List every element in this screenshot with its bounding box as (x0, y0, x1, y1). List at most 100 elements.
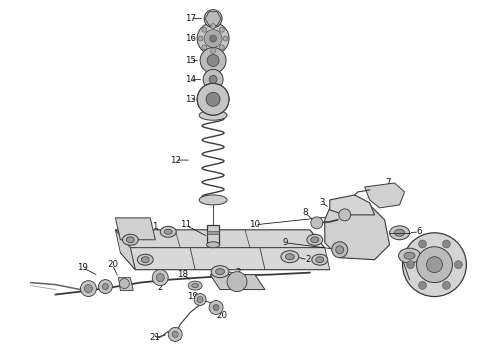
Circle shape (172, 332, 178, 337)
Ellipse shape (188, 281, 202, 290)
Circle shape (197, 84, 229, 115)
Circle shape (168, 328, 182, 341)
Bar (207, 225, 219, 245)
Circle shape (194, 293, 206, 306)
Circle shape (84, 285, 93, 293)
Ellipse shape (394, 229, 405, 236)
Ellipse shape (211, 266, 229, 278)
Circle shape (204, 10, 222, 28)
Ellipse shape (192, 284, 198, 288)
Ellipse shape (390, 226, 410, 240)
Polygon shape (115, 230, 325, 248)
Circle shape (407, 261, 415, 269)
Circle shape (223, 36, 228, 41)
Ellipse shape (281, 251, 299, 263)
Circle shape (416, 247, 452, 283)
Ellipse shape (122, 234, 138, 245)
Text: 5: 5 (449, 275, 454, 284)
Polygon shape (115, 218, 155, 240)
Circle shape (454, 261, 463, 269)
Text: 2: 2 (157, 283, 163, 292)
Text: 19: 19 (77, 263, 88, 272)
Circle shape (198, 36, 203, 41)
Text: 18: 18 (177, 270, 188, 279)
Circle shape (332, 242, 348, 258)
Text: 15: 15 (185, 56, 196, 65)
Text: 1: 1 (152, 222, 158, 231)
Text: 2: 2 (235, 268, 241, 277)
Ellipse shape (137, 254, 153, 265)
Circle shape (403, 233, 466, 297)
Ellipse shape (216, 269, 224, 275)
Circle shape (220, 27, 224, 32)
Ellipse shape (404, 252, 415, 259)
Polygon shape (130, 248, 330, 270)
Text: 3: 3 (319, 198, 324, 207)
Ellipse shape (160, 226, 176, 237)
Circle shape (102, 284, 108, 289)
Circle shape (98, 280, 112, 293)
Polygon shape (325, 205, 390, 260)
Text: 20: 20 (107, 260, 118, 269)
Circle shape (197, 297, 203, 302)
Circle shape (80, 280, 97, 297)
Text: 13: 13 (185, 95, 196, 104)
Circle shape (207, 54, 219, 67)
Text: 6: 6 (417, 227, 422, 236)
Circle shape (209, 301, 223, 315)
Circle shape (209, 15, 217, 23)
Ellipse shape (199, 110, 227, 120)
Circle shape (339, 209, 351, 221)
Ellipse shape (307, 234, 323, 245)
Text: 20: 20 (217, 311, 227, 320)
Circle shape (211, 49, 216, 54)
Ellipse shape (206, 242, 220, 248)
Ellipse shape (126, 237, 134, 243)
Text: 4: 4 (409, 265, 414, 274)
Text: 8: 8 (302, 208, 308, 217)
Text: 19: 19 (187, 292, 197, 301)
Circle shape (442, 240, 450, 248)
Circle shape (336, 246, 343, 254)
Text: 2: 2 (305, 255, 311, 264)
Circle shape (120, 279, 129, 289)
Text: 9: 9 (282, 238, 288, 247)
Circle shape (209, 75, 217, 84)
Ellipse shape (199, 195, 227, 205)
Circle shape (418, 240, 426, 248)
Circle shape (152, 270, 168, 285)
Polygon shape (210, 275, 265, 289)
Circle shape (213, 305, 219, 310)
Circle shape (204, 30, 222, 48)
Text: 14: 14 (185, 75, 196, 84)
Text: 11: 11 (180, 220, 191, 229)
Polygon shape (205, 12, 221, 26)
Circle shape (203, 69, 223, 89)
Circle shape (210, 35, 217, 42)
Ellipse shape (141, 257, 149, 263)
Ellipse shape (164, 229, 172, 234)
Text: 16: 16 (185, 34, 196, 43)
Text: 12: 12 (170, 156, 181, 165)
Text: 10: 10 (249, 220, 261, 229)
Text: 7: 7 (385, 179, 391, 188)
Text: 21: 21 (150, 333, 161, 342)
Polygon shape (365, 183, 405, 208)
Polygon shape (119, 278, 133, 291)
Circle shape (220, 45, 224, 50)
Bar (207, 231, 219, 234)
Circle shape (206, 92, 220, 106)
Ellipse shape (316, 257, 324, 263)
Ellipse shape (398, 248, 420, 263)
Ellipse shape (311, 237, 319, 243)
Circle shape (156, 274, 164, 282)
Circle shape (211, 24, 216, 28)
Circle shape (311, 217, 323, 229)
Circle shape (200, 48, 226, 73)
Ellipse shape (285, 254, 294, 260)
Circle shape (418, 282, 426, 289)
Polygon shape (121, 253, 330, 270)
Ellipse shape (312, 254, 328, 265)
Polygon shape (330, 195, 375, 215)
Circle shape (442, 282, 450, 289)
